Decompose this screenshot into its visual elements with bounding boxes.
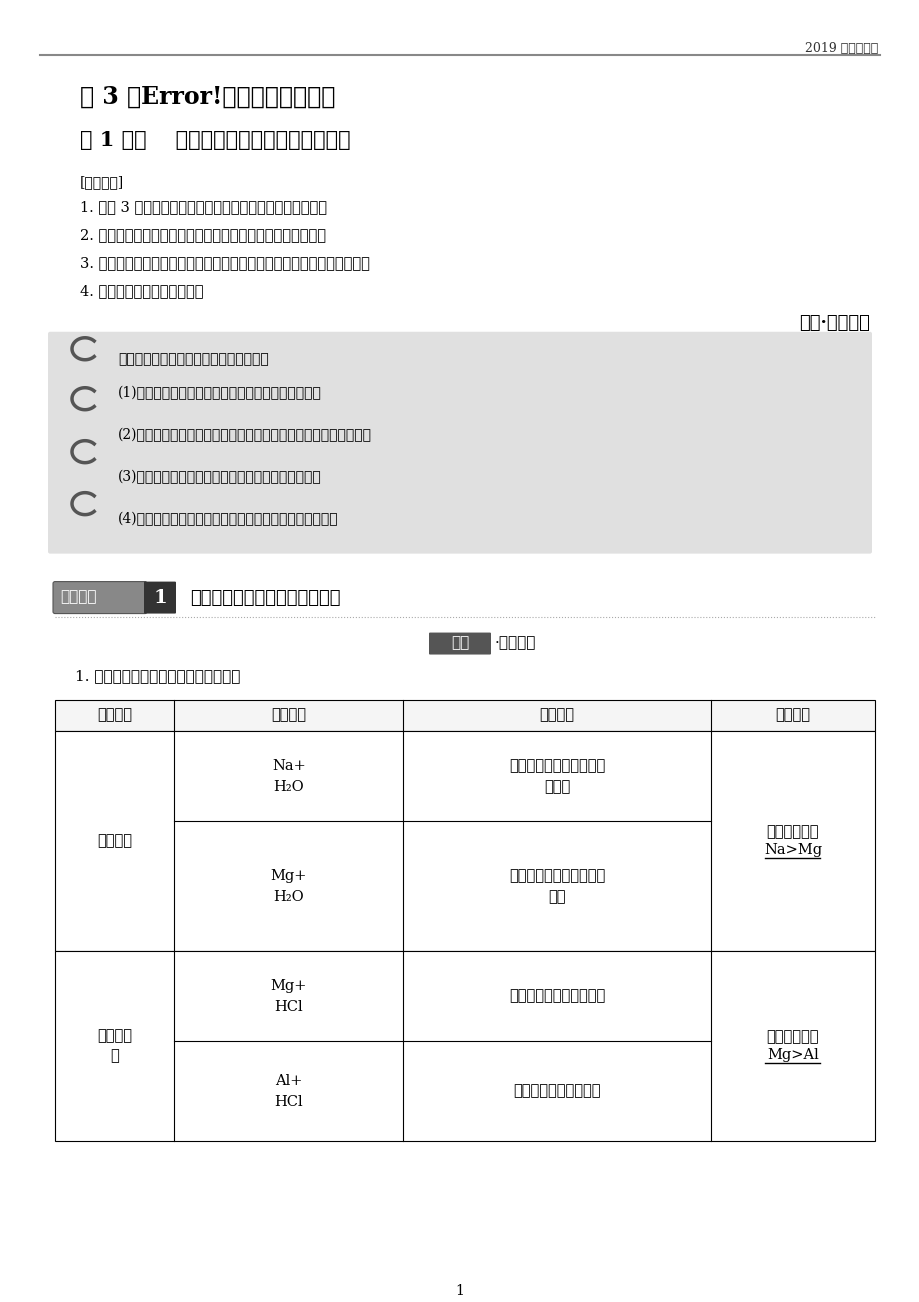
Text: 基础: 基础 (450, 637, 469, 651)
Bar (55, 699, 874, 732)
Text: 晨背·重点语句: 晨背·重点语句 (799, 314, 869, 332)
Text: 第 3 节Error!元素周期表的应用: 第 3 节Error!元素周期表的应用 (80, 85, 335, 109)
Text: (4)阳离子的氧化性逐渐增强，阴离子的还原性逐渐减弱。: (4)阳离子的氧化性逐渐增强，阴离子的还原性逐渐减弱。 (118, 512, 338, 526)
Text: [课标要求]: [课标要求] (80, 174, 124, 189)
Text: Al+
HCl: Al+ HCl (274, 1074, 302, 1108)
Text: 2. 能运用原子结构理论初步解释同周期元素性质的递变规律。: 2. 能运用原子结构理论初步解释同周期元素性质的递变规律。 (80, 228, 325, 242)
Text: 1. 钠、镁、铝与水或酸反应的实验探究: 1. 钠、镁、铝与水或酸反应的实验探究 (75, 669, 240, 684)
Text: 同周期元素，随着核电荷数的递增顺序：: 同周期元素，随着核电荷数的递增顺序： (118, 352, 268, 366)
Text: ·自主落实: ·自主落实 (494, 637, 536, 651)
Text: Na>Mg: Na>Mg (763, 844, 822, 858)
Text: 4. 初步学会运用元素周期表。: 4. 初步学会运用元素周期表。 (80, 284, 203, 298)
Text: 加热反应缓慢，酚酞变浅
红色: 加热反应缓慢，酚酞变浅 红色 (508, 868, 605, 904)
Text: (2)元素最高价氧化物对应水化物的酸性逐渐增强，碱性逐渐减弱。: (2)元素最高价氧化物对应水化物的酸性逐渐增强，碱性逐渐减弱。 (118, 427, 371, 441)
Text: 第 1 课时    认识同周期元素性质的递变规律: 第 1 课时 认识同周期元素性质的递变规律 (80, 130, 350, 150)
FancyBboxPatch shape (53, 582, 147, 613)
FancyBboxPatch shape (48, 332, 871, 553)
Text: 实验项目: 实验项目 (96, 708, 131, 723)
Text: 分点突破: 分点突破 (60, 591, 96, 604)
Text: 与水反应: 与水反应 (96, 835, 131, 849)
FancyBboxPatch shape (144, 582, 176, 613)
Text: 反应较剧烈，生成气体: 反应较剧烈，生成气体 (513, 1085, 600, 1098)
Text: (3)气态氢化物的稳定性逐渐增强，还原性逐渐减弱。: (3)气态氢化物的稳定性逐渐增强，还原性逐渐减弱。 (118, 470, 322, 484)
Text: Na+
H₂O: Na+ H₂O (271, 759, 305, 794)
Text: 元素原子失电子能力强弱的判断: 元素原子失电子能力强弱的判断 (190, 589, 340, 607)
Bar (55, 952, 874, 1141)
Text: 常温下，反应剧烈，酚酞
变红色: 常温下，反应剧烈，酚酞 变红色 (508, 759, 605, 794)
Bar (55, 732, 874, 952)
Text: 3. 了解原子结构、元素性质及该元素在周期表中的位置三者之间的关系。: 3. 了解原子结构、元素性质及该元素在周期表中的位置三者之间的关系。 (80, 255, 369, 270)
Text: 失电子能力：: 失电子能力： (766, 1030, 818, 1044)
Text: 1. 以第 3 周期元素为例，掌握同周期元素性质的递变规律。: 1. 以第 3 周期元素为例，掌握同周期元素性质的递变规律。 (80, 201, 326, 214)
Text: 实验现象: 实验现象 (539, 708, 574, 723)
Text: 2019 年教学资料: 2019 年教学资料 (804, 42, 877, 55)
Text: (1)原子失电子能力逐渐减弱，得电子能力逐渐增强。: (1)原子失电子能力逐渐减弱，得电子能力逐渐增强。 (118, 385, 322, 400)
Text: Mg+
HCl: Mg+ HCl (270, 979, 307, 1013)
Text: 失电子能力：: 失电子能力： (766, 825, 818, 840)
Text: 1: 1 (153, 589, 166, 607)
Text: 1: 1 (455, 1284, 464, 1298)
Text: Mg+
H₂O: Mg+ H₂O (270, 868, 307, 904)
Text: Mg>Al: Mg>Al (766, 1048, 818, 1062)
Text: 实验内容: 实验内容 (271, 708, 306, 723)
Text: 实验结论: 实验结论 (775, 708, 810, 723)
FancyBboxPatch shape (428, 633, 491, 655)
Text: 反应剧烈，生成大量气体: 反应剧烈，生成大量气体 (508, 990, 605, 1004)
Text: 与酸的反
应: 与酸的反 应 (96, 1030, 131, 1062)
